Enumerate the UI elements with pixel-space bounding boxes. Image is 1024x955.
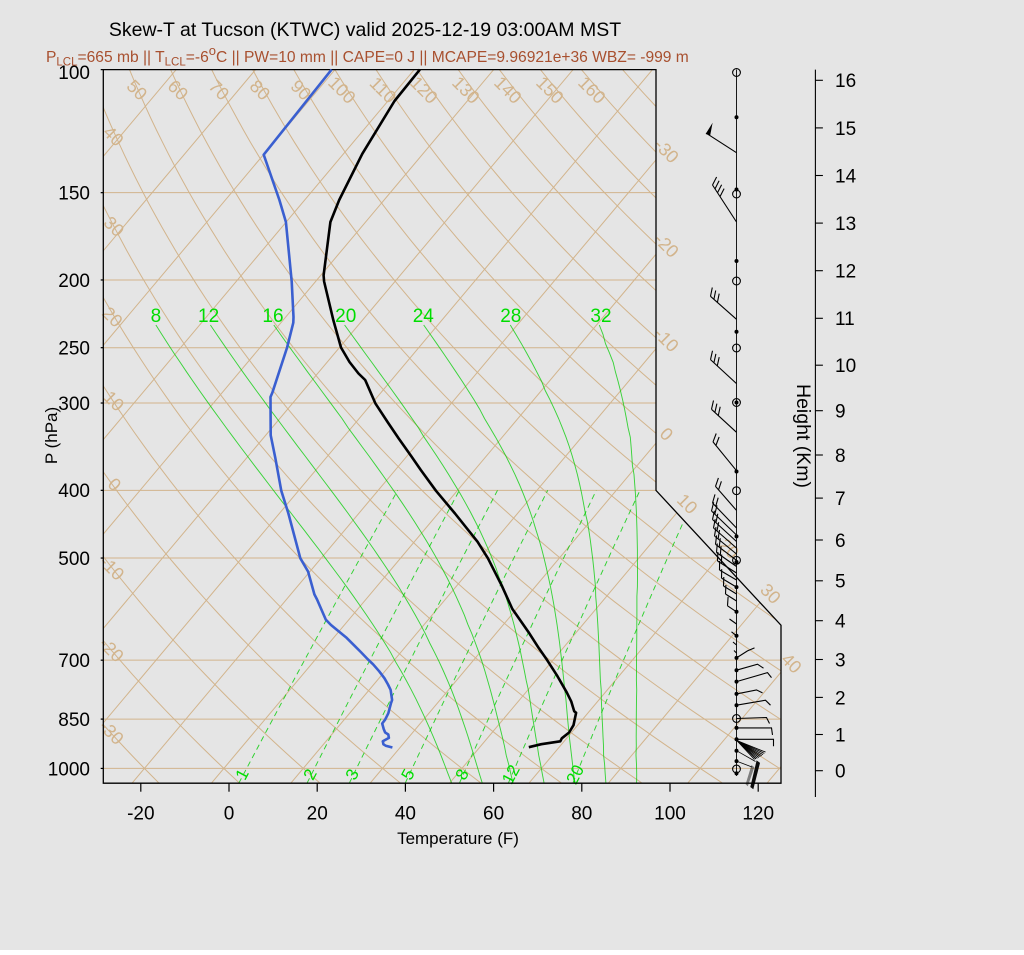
svg-text:11: 11	[835, 309, 855, 330]
svg-text:12: 12	[835, 262, 856, 283]
svg-text:4: 4	[835, 612, 846, 633]
svg-text:Height (Km): Height (Km)	[792, 384, 814, 488]
svg-text:20: 20	[335, 306, 356, 327]
svg-text:24: 24	[413, 306, 435, 327]
svg-text:2: 2	[835, 688, 846, 709]
svg-text:32: 32	[590, 306, 611, 327]
svg-text:5: 5	[835, 572, 846, 593]
svg-text:100: 100	[58, 63, 90, 84]
svg-text:250: 250	[58, 339, 90, 360]
svg-text:8: 8	[151, 306, 162, 327]
svg-text:8: 8	[835, 446, 846, 467]
svg-text:120: 120	[742, 804, 774, 825]
svg-text:80: 80	[571, 804, 592, 825]
svg-text:P (hPa): P (hPa)	[42, 407, 61, 464]
svg-text:20: 20	[307, 804, 328, 825]
svg-text:9: 9	[835, 402, 846, 423]
svg-text:16: 16	[262, 306, 283, 327]
svg-text:28: 28	[500, 306, 521, 327]
svg-text:3: 3	[835, 650, 846, 671]
svg-text:100: 100	[654, 804, 686, 825]
svg-text:Skew-T at Tucson (KTWC) valid: Skew-T at Tucson (KTWC) valid 2025-12-19…	[109, 19, 621, 41]
svg-text:850: 850	[58, 710, 90, 731]
svg-text:6: 6	[835, 531, 846, 552]
svg-text:500: 500	[58, 549, 90, 570]
svg-text:12: 12	[198, 306, 219, 327]
svg-text:-20: -20	[127, 804, 154, 825]
svg-text:15: 15	[835, 119, 856, 140]
svg-text:300: 300	[58, 394, 90, 415]
svg-text:1: 1	[835, 725, 846, 746]
svg-text:10: 10	[835, 356, 856, 377]
svg-text:60: 60	[483, 804, 504, 825]
svg-text:1000: 1000	[48, 759, 90, 780]
svg-text:0: 0	[224, 804, 235, 825]
svg-text:40: 40	[395, 804, 416, 825]
svg-text:7: 7	[835, 489, 846, 510]
svg-text:14: 14	[835, 166, 857, 187]
svg-text:0: 0	[835, 762, 846, 783]
svg-text:13: 13	[835, 214, 856, 235]
svg-text:150: 150	[58, 184, 90, 205]
svg-text:16: 16	[835, 71, 856, 92]
svg-text:700: 700	[58, 651, 90, 672]
svg-text:400: 400	[58, 481, 90, 502]
svg-text:Temperature (F): Temperature (F)	[397, 829, 519, 848]
svg-text:200: 200	[58, 271, 90, 292]
